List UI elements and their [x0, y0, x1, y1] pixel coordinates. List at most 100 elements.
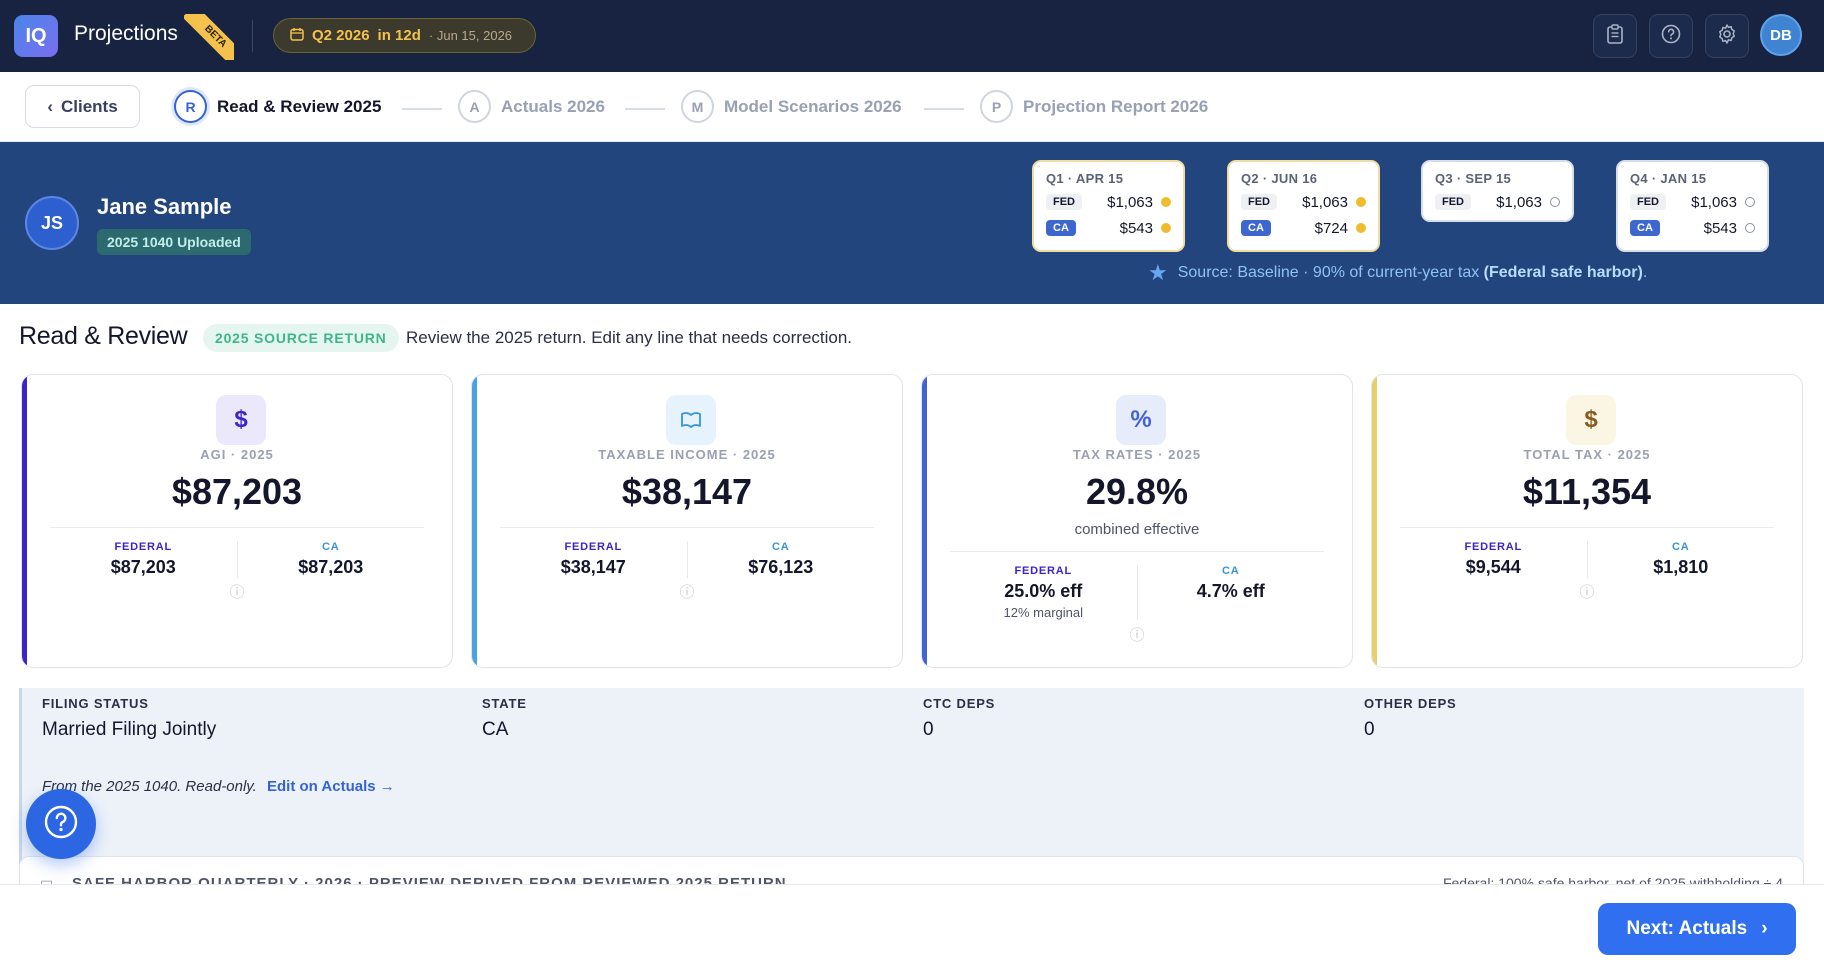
- user-avatar[interactable]: DB: [1760, 14, 1802, 56]
- state-field: STATE CA: [482, 696, 527, 740]
- section-title: Read & Review: [19, 322, 188, 350]
- info-icon[interactable]: ⓘ: [1579, 584, 1595, 601]
- back-to-clients-button[interactable]: ‹ Clients: [25, 85, 140, 128]
- due-countdown: in 12d: [377, 27, 421, 44]
- quarter-card-q1[interactable]: Q1 · APR 15 FED $1,063 CA $543: [1032, 160, 1185, 252]
- metric-value: $38,147: [621, 471, 753, 512]
- metric-value: 29.8%: [1085, 471, 1189, 512]
- step-connector: [625, 108, 665, 110]
- fed-tag: FED: [1046, 194, 1082, 210]
- metric-value: $11,354: [1522, 471, 1652, 512]
- star-icon: ★: [1148, 260, 1168, 285]
- quarter-due-pill[interactable]: Q2 2026 in 12d · Jun 15, 2026: [273, 18, 536, 53]
- info-icon[interactable]: ⓘ: [1129, 627, 1145, 644]
- other-deps-field: OTHER DEPS 0: [1364, 696, 1457, 740]
- quarter-card-q3[interactable]: Q3 · SEP 15 FED $1,063: [1421, 160, 1574, 222]
- client-avatar: JS: [25, 196, 79, 250]
- calendar-icon: [290, 27, 304, 44]
- divider: [1400, 527, 1774, 528]
- pending-dot-icon: [1356, 223, 1366, 233]
- accent-bar: [22, 375, 27, 667]
- metric-split: FEDERAL 25.0% eff 12% marginal CA 4.7% eff: [950, 565, 1324, 620]
- fed-amount: $1,063: [1496, 193, 1542, 211]
- step-actuals[interactable]: A Actuals 2026: [458, 90, 605, 123]
- footer-bar: Next: Actuals ›: [0, 884, 1824, 970]
- top-bar: IQ Projections BETA Q2 2026 in 12d · Jun…: [0, 0, 1824, 72]
- source-note: ★ Source: Baseline · 90% of current-year…: [1148, 260, 1648, 285]
- ca-amount: $543: [1703, 219, 1737, 237]
- divider: [252, 20, 253, 52]
- accent-bar: [1372, 375, 1377, 667]
- metric-card-tax-rates[interactable]: % TAX RATES · 2025 29.8% combined effect…: [921, 374, 1353, 668]
- app-title: Projections: [74, 22, 178, 45]
- book-icon: [666, 395, 716, 445]
- clipboard-button[interactable]: [1593, 14, 1637, 58]
- clipboard-icon: [1606, 23, 1624, 49]
- divider: [500, 527, 874, 528]
- chevron-right-icon: ›: [1761, 918, 1768, 939]
- percent-icon: %: [1116, 395, 1166, 445]
- dollar-icon: $: [216, 395, 266, 445]
- gear-icon: [1716, 23, 1738, 50]
- fed-tag: FED: [1630, 194, 1666, 210]
- chevron-left-icon: ‹: [47, 96, 53, 116]
- ctc-deps-field: CTC DEPS 0: [923, 696, 996, 740]
- fed-tag: FED: [1435, 194, 1471, 210]
- step-connector: [924, 108, 964, 110]
- pending-dot-icon: [1356, 197, 1366, 207]
- pending-dot-icon: [1161, 197, 1171, 207]
- metric-card-agi[interactable]: $ AGI · 2025 $87,203 FEDERAL $87,203 CA $8…: [21, 374, 453, 668]
- section-description: Review the 2025 return. Edit any line th…: [406, 328, 853, 347]
- settings-button[interactable]: [1705, 14, 1749, 58]
- metric-value: $87,203: [171, 471, 303, 512]
- info-icon[interactable]: ⓘ: [229, 584, 245, 601]
- quarter-card-q4[interactable]: Q4 · JAN 15 FED $1,063 CA $543: [1616, 160, 1769, 252]
- edit-on-actuals-link[interactable]: Edit on Actuals →: [267, 778, 395, 795]
- fed-amount: $1,063: [1302, 193, 1348, 211]
- step-read-review[interactable]: R Read & Review 2025: [174, 90, 381, 123]
- step-connector: [402, 108, 442, 110]
- metric-card-total-tax[interactable]: $ TOTAL TAX · 2025 $11,354 FEDERAL $9,544…: [1371, 374, 1803, 668]
- open-circle-icon: [1745, 223, 1755, 233]
- metric-split: FEDERAL $9,544 CA $1,810: [1400, 541, 1774, 578]
- divider: [950, 551, 1324, 552]
- ca-amount: $543: [1119, 219, 1153, 237]
- help-icon: [1661, 24, 1681, 49]
- ca-tag: CA: [1241, 220, 1271, 236]
- ca-tag: CA: [1630, 220, 1660, 236]
- metric-split: FEDERAL $87,203 CA $87,203: [50, 541, 424, 578]
- step-projection-report[interactable]: P Projection Report 2026: [980, 90, 1208, 123]
- pending-dot-icon: [1161, 223, 1171, 233]
- accent-bar: [472, 375, 477, 667]
- fed-amount: $1,063: [1107, 193, 1153, 211]
- quarter-card-q2[interactable]: Q2 · JUN 16 FED $1,063 CA $724: [1227, 160, 1380, 252]
- help-icon: [43, 804, 79, 845]
- filing-status-field: FILING STATUS Married Filing Jointly: [42, 696, 217, 740]
- source-return-badge: 2025 SOURCE RETURN: [203, 324, 399, 352]
- open-circle-icon: [1745, 197, 1755, 207]
- metric-card-taxable-income[interactable]: TAXABLE INCOME · 2025 $38,147 FEDERAL $38…: [471, 374, 903, 668]
- quarter-label: Q2 2026: [312, 27, 370, 44]
- read-only-note: From the 2025 1040. Read-only.: [42, 778, 257, 795]
- metric-subtitle: combined effective: [1074, 521, 1200, 538]
- due-date: · Jun 15, 2026: [428, 28, 513, 43]
- fed-tag: FED: [1241, 194, 1277, 210]
- client-name: Jane Sample: [97, 194, 232, 219]
- app-logo[interactable]: IQ: [14, 15, 58, 57]
- ca-tag: CA: [1046, 220, 1076, 236]
- divider: [50, 527, 424, 528]
- client-header: JS Jane Sample 2025 1040 Uploaded Q1 · A…: [0, 142, 1824, 304]
- fed-amount: $1,063: [1691, 193, 1737, 211]
- info-icon[interactable]: ⓘ: [679, 584, 695, 601]
- dollar-icon: $: [1566, 395, 1616, 445]
- metric-split: FEDERAL $38,147 CA $76,123: [500, 541, 874, 578]
- help-fab-button[interactable]: [26, 789, 96, 859]
- accent-bar: [922, 375, 927, 667]
- open-circle-icon: [1550, 197, 1560, 207]
- help-button[interactable]: [1649, 14, 1693, 58]
- ca-amount: $724: [1314, 219, 1348, 237]
- workflow-stepper: ‹ Clients R Read & Review 2025 A Actuals…: [0, 72, 1824, 142]
- step-model-scenarios[interactable]: M Model Scenarios 2026: [681, 90, 902, 123]
- next-actuals-button[interactable]: Next: Actuals ›: [1598, 903, 1796, 955]
- upload-status-badge: 2025 1040 Uploaded: [97, 229, 251, 255]
